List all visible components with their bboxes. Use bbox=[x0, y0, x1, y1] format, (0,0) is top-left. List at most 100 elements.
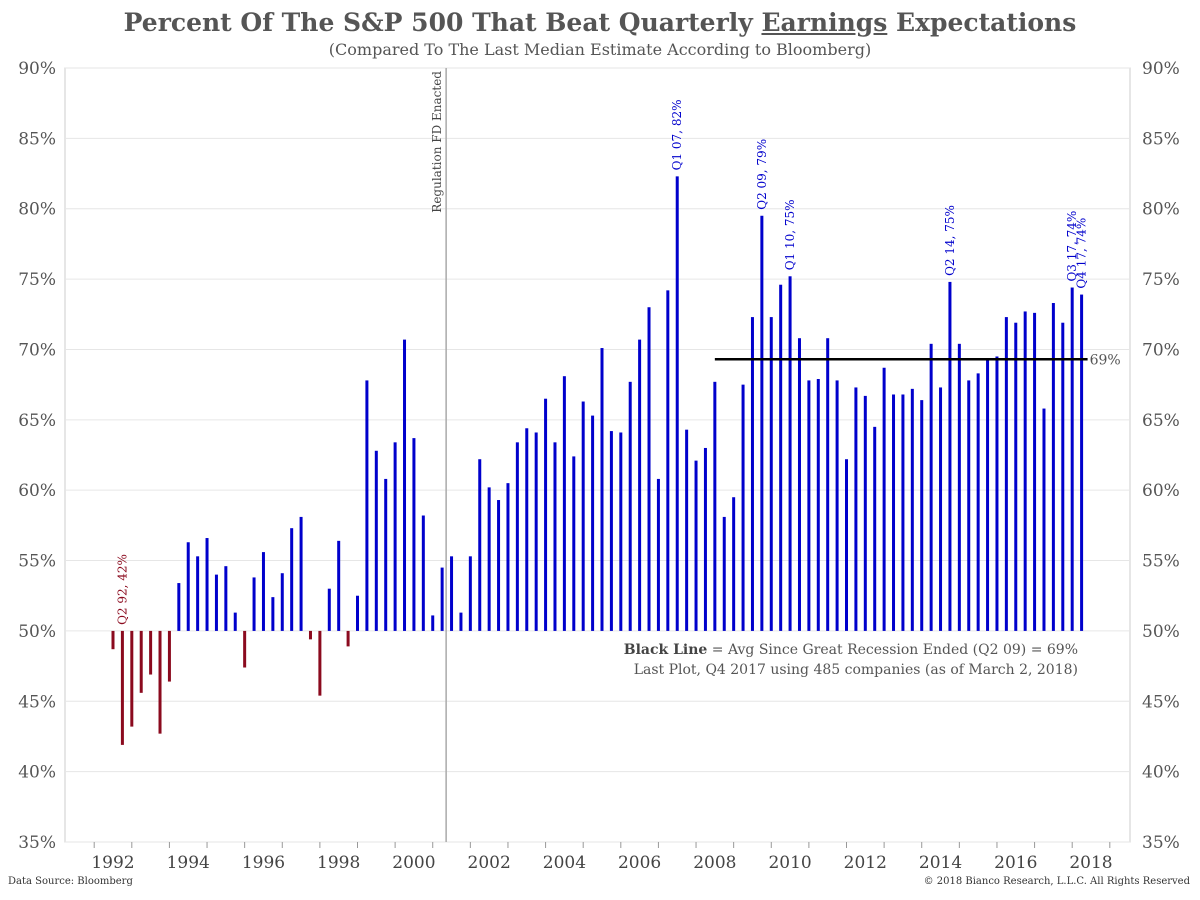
bar bbox=[656, 478, 660, 631]
y-tick-label-right: 45% bbox=[1142, 692, 1180, 712]
bar bbox=[967, 380, 971, 631]
bar bbox=[845, 459, 848, 631]
bar bbox=[393, 442, 397, 631]
bar bbox=[1014, 322, 1018, 631]
y-tick-label-right: 80% bbox=[1142, 200, 1180, 220]
bar bbox=[440, 567, 444, 631]
bar bbox=[666, 290, 670, 631]
bar bbox=[450, 556, 454, 631]
x-tick-label: 1994 bbox=[167, 853, 210, 873]
bar bbox=[713, 381, 717, 631]
bar bbox=[948, 281, 952, 631]
bar bbox=[609, 431, 613, 631]
y-tick-label-left: 40% bbox=[18, 763, 56, 783]
last-plot-note: Last Plot, Q4 2017 using 485 companies (… bbox=[634, 662, 1078, 678]
bar bbox=[638, 339, 642, 631]
title-underlined-word: Earnings bbox=[761, 8, 888, 37]
y-tick-label-left: 55% bbox=[18, 552, 56, 572]
bar bbox=[252, 577, 256, 631]
bar bbox=[797, 338, 801, 631]
bar bbox=[271, 597, 275, 631]
avg-note-bold: Black Line bbox=[624, 642, 708, 658]
bar bbox=[882, 367, 886, 631]
regulation-fd-label: Regulation FD Enacted bbox=[430, 71, 444, 213]
chart-title: Percent Of The S&P 500 That Beat Quarter… bbox=[0, 8, 1200, 37]
bar bbox=[120, 630, 124, 745]
y-tick-label-right: 40% bbox=[1142, 763, 1180, 783]
bar bbox=[431, 615, 435, 631]
bar bbox=[995, 356, 999, 631]
bar bbox=[826, 338, 830, 631]
x-tick-label: 2002 bbox=[468, 853, 511, 873]
bar bbox=[261, 552, 265, 631]
y-tick-label-left: 75% bbox=[18, 270, 56, 290]
bar bbox=[920, 400, 924, 631]
x-tick-label: 1998 bbox=[317, 853, 360, 873]
y-tick-label-right: 85% bbox=[1142, 129, 1180, 149]
bar bbox=[308, 630, 312, 640]
bar bbox=[986, 359, 990, 631]
bar bbox=[544, 398, 548, 631]
bar-annotation: Q3 17, 74% bbox=[1065, 211, 1079, 282]
x-tick-label: 2018 bbox=[1069, 853, 1112, 873]
bar bbox=[1051, 303, 1055, 631]
average-line-label: 69% bbox=[1090, 352, 1121, 368]
y-tick-label-right: 75% bbox=[1142, 270, 1180, 290]
bar bbox=[572, 456, 576, 631]
bar bbox=[873, 426, 877, 631]
bar bbox=[111, 630, 115, 650]
x-tick-label: 2004 bbox=[543, 853, 586, 873]
y-tick-label-right: 60% bbox=[1142, 481, 1180, 501]
bar bbox=[459, 612, 463, 631]
bar bbox=[139, 630, 143, 693]
bar bbox=[299, 516, 303, 631]
bar bbox=[177, 583, 181, 631]
bar bbox=[346, 630, 350, 647]
bar bbox=[750, 317, 754, 631]
bar bbox=[816, 379, 820, 631]
bar bbox=[976, 373, 980, 631]
bar bbox=[403, 339, 407, 631]
bar bbox=[149, 630, 153, 675]
y-tick-label-left: 50% bbox=[18, 622, 56, 642]
bar bbox=[374, 450, 378, 631]
bar bbox=[318, 630, 322, 696]
bar bbox=[1023, 311, 1027, 631]
y-tick-label-right: 90% bbox=[1142, 59, 1180, 79]
bar-annotation: Q1 07, 82% bbox=[670, 100, 684, 171]
y-tick-label-left: 85% bbox=[18, 129, 56, 149]
bar bbox=[1070, 287, 1074, 631]
bar bbox=[233, 612, 237, 631]
y-tick-label-left: 45% bbox=[18, 692, 56, 712]
bar bbox=[910, 388, 914, 631]
bar bbox=[694, 460, 698, 631]
bar bbox=[365, 380, 369, 631]
bar bbox=[1033, 312, 1037, 631]
bar bbox=[854, 387, 858, 631]
copyright-note: © 2018 Bianco Research, L.L.C. All Right… bbox=[923, 876, 1190, 887]
bar bbox=[280, 573, 284, 631]
bar bbox=[1004, 317, 1008, 631]
bar bbox=[760, 215, 764, 631]
title-part-2: Expectations bbox=[887, 8, 1077, 37]
bar bbox=[1061, 322, 1065, 631]
bar bbox=[788, 276, 792, 631]
bar bbox=[779, 284, 783, 631]
y-tick-label-left: 70% bbox=[18, 340, 56, 360]
bar bbox=[741, 384, 745, 631]
bar bbox=[957, 343, 961, 631]
bar bbox=[562, 376, 566, 631]
y-tick-label-right: 70% bbox=[1142, 340, 1180, 360]
bar bbox=[863, 395, 867, 631]
bar bbox=[581, 401, 585, 631]
bar bbox=[600, 348, 604, 631]
bar bbox=[224, 566, 228, 631]
bar bbox=[901, 394, 905, 631]
title-part-1: Percent Of The S&P 500 That Beat Quarter… bbox=[123, 8, 762, 37]
bar bbox=[685, 429, 689, 631]
bar bbox=[769, 317, 773, 631]
bar-annotation: Q2 14, 75% bbox=[943, 205, 957, 276]
bar bbox=[591, 415, 595, 631]
bar bbox=[675, 176, 679, 631]
bar bbox=[412, 438, 416, 631]
